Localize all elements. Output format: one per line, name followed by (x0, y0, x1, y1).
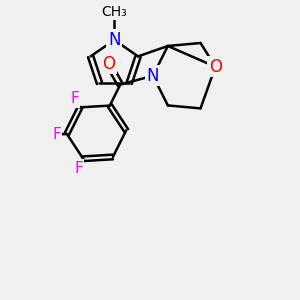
Text: F: F (70, 91, 79, 106)
Text: F: F (52, 127, 61, 142)
Text: O: O (209, 58, 222, 76)
Text: CH₃: CH₃ (101, 5, 127, 19)
Text: N: N (108, 31, 121, 49)
Text: N: N (147, 67, 159, 85)
Text: F: F (74, 160, 83, 175)
Text: O: O (102, 55, 115, 73)
